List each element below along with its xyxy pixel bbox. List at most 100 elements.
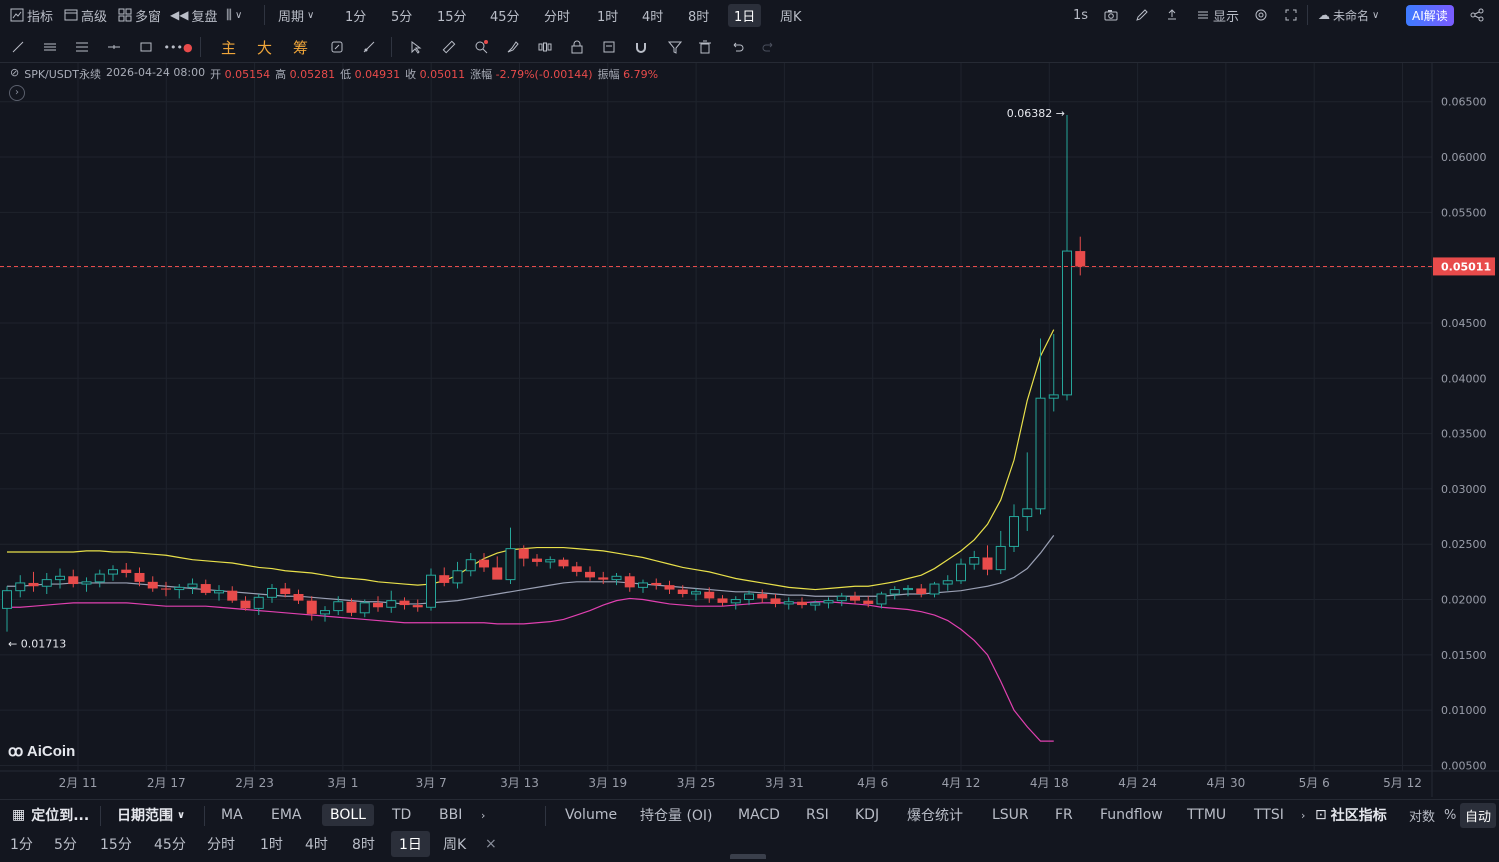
sub-lsur[interactable]: LSUR (992, 807, 1029, 823)
camera-icon[interactable] (1104, 0, 1118, 30)
chevron-down-icon: ∨ (1372, 9, 1380, 21)
period-45m[interactable]: 45分 (490, 9, 520, 25)
export-icon[interactable] (1165, 0, 1179, 30)
fullscreen-icon[interactable] (1284, 0, 1298, 30)
sub-liquidation[interactable]: 爆仓统计 (907, 808, 963, 824)
bperiod-45m[interactable]: 45分 (154, 837, 186, 853)
close-periods-icon[interactable]: × (485, 836, 497, 852)
sub-fr[interactable]: FR (1055, 807, 1073, 823)
sub-oi[interactable]: 持仓量 (OI) (640, 808, 713, 824)
bperiod-15m[interactable]: 15分 (100, 837, 132, 853)
percent-scale-toggle[interactable]: % (1444, 807, 1457, 823)
indicator-ma[interactable]: MA (221, 807, 243, 823)
pattern-icon[interactable] (534, 33, 556, 61)
period-1m[interactable]: 1分 (345, 9, 367, 25)
trend-line-icon[interactable] (7, 33, 29, 61)
bperiod-1m[interactable]: 1分 (10, 837, 33, 853)
indicators-menu[interactable]: 指标 (10, 0, 53, 30)
candle (730, 596, 741, 610)
period-menu[interactable]: 周期 ∨ (278, 0, 314, 30)
locate-button[interactable]: ▦ 定位到... (12, 807, 90, 824)
zoom-icon[interactable] (470, 33, 492, 61)
expand-icon[interactable]: › (9, 85, 25, 101)
brush-icon[interactable] (502, 33, 524, 61)
ruler-icon[interactable] (438, 33, 460, 61)
sub-fundflow[interactable]: Fundflow (1100, 807, 1163, 823)
trash-icon[interactable] (694, 33, 716, 61)
symbol-icon[interactable]: ⊘ (10, 66, 20, 79)
sub-ttsi[interactable]: TTSI (1254, 807, 1284, 823)
parallel-lines-icon[interactable] (39, 33, 61, 61)
sub-macd[interactable]: MACD (738, 807, 780, 823)
chart-type-menu[interactable]: ⫼ ∨ (226, 0, 242, 30)
period-1d[interactable]: 1日 (728, 0, 762, 30)
advanced-menu[interactable]: 高级 (64, 0, 107, 30)
sub-kdj[interactable]: KDJ (855, 807, 880, 823)
layout-menu[interactable]: ☁ 未命名 ∨ (1318, 0, 1379, 30)
bperiod-5m[interactable]: 5分 (54, 837, 77, 853)
x-tick-label: 5月 12 (1383, 776, 1422, 790)
period-timeshare[interactable]: 分时 (544, 9, 571, 25)
sub-rsi[interactable]: RSI (806, 807, 829, 823)
auto-scale-toggle[interactable]: 自动 (1460, 800, 1497, 830)
select-icon[interactable] (405, 33, 427, 61)
more-tools-icon[interactable]: •••● (163, 40, 193, 54)
measure-icon[interactable] (358, 33, 380, 61)
redo-icon[interactable] (758, 33, 780, 61)
bperiod-timeshare[interactable]: 分时 (207, 837, 235, 853)
undo-icon[interactable] (726, 33, 748, 61)
indicator-boll[interactable]: BOLL (322, 800, 374, 830)
bperiod-1h[interactable]: 1时 (260, 837, 283, 853)
period-1h[interactable]: 1时 (597, 9, 619, 25)
edit-icon[interactable] (1135, 0, 1149, 30)
period-4h[interactable]: 4时 (642, 9, 664, 25)
bperiod-1w[interactable]: 周K (443, 837, 467, 853)
sub-ttmu[interactable]: TTMU (1187, 807, 1227, 823)
main-chart-toggle[interactable]: 主 (221, 38, 237, 57)
candle (889, 586, 900, 600)
sync-icon[interactable] (326, 33, 348, 61)
filter-icon[interactable] (664, 33, 686, 61)
sub-volume[interactable]: Volume (565, 807, 618, 823)
period-8h[interactable]: 8时 (688, 9, 710, 25)
bperiod-1d[interactable]: 1日 (391, 829, 430, 859)
candle-body (611, 575, 622, 581)
replay-menu[interactable]: ◀◀ 复盘 (170, 0, 217, 30)
candle-body (108, 569, 118, 575)
indicator-td[interactable]: TD (392, 807, 412, 823)
horizontal-line-icon[interactable] (103, 33, 125, 61)
big-order-toggle[interactable]: 大 (257, 38, 273, 57)
fib-lines-icon[interactable] (71, 33, 93, 61)
candle (41, 572, 52, 594)
indicator-bbi[interactable]: BBI (439, 807, 463, 823)
date-range-menu[interactable]: 日期范围 ∨ (117, 808, 186, 824)
candle (147, 576, 158, 592)
rectangle-icon[interactable] (135, 33, 157, 61)
candle (187, 578, 198, 594)
log-scale-toggle[interactable]: 对数 (1409, 809, 1436, 825)
magnet-icon[interactable] (630, 33, 652, 61)
period-15m[interactable]: 15分 (437, 9, 467, 25)
price-chart[interactable]: 0.065000.060000.055000.050000.045000.040… (0, 63, 1499, 797)
chevron-right-icon[interactable]: › (1301, 808, 1306, 822)
chips-toggle[interactable]: 筹 (293, 38, 309, 57)
bperiod-8h[interactable]: 8时 (352, 837, 375, 853)
template-icon[interactable] (598, 33, 620, 61)
bperiod-4h[interactable]: 4时 (305, 837, 328, 853)
period-5m[interactable]: 5分 (391, 9, 413, 25)
multi-window-menu[interactable]: 多窗 (118, 0, 161, 30)
settings-icon[interactable] (1254, 0, 1268, 30)
refresh-rate[interactable]: 1s (1073, 7, 1089, 23)
indicator-ema[interactable]: EMA (271, 807, 302, 823)
panel-handle[interactable] (730, 854, 766, 859)
share-icon[interactable] (1470, 0, 1484, 30)
candle-body (757, 594, 768, 599)
community-indicators[interactable]: ⊡ 社区指标 (1315, 807, 1387, 824)
current-price-tag (1433, 257, 1495, 276)
chevron-right-icon[interactable]: › (481, 808, 486, 822)
lock-icon[interactable] (566, 33, 588, 61)
candle-body (995, 545, 1006, 571)
ai-interpret-button[interactable]: AI解读 (1406, 0, 1454, 30)
period-1w[interactable]: 周K (780, 9, 802, 25)
display-menu[interactable]: 显示 (1196, 0, 1239, 30)
